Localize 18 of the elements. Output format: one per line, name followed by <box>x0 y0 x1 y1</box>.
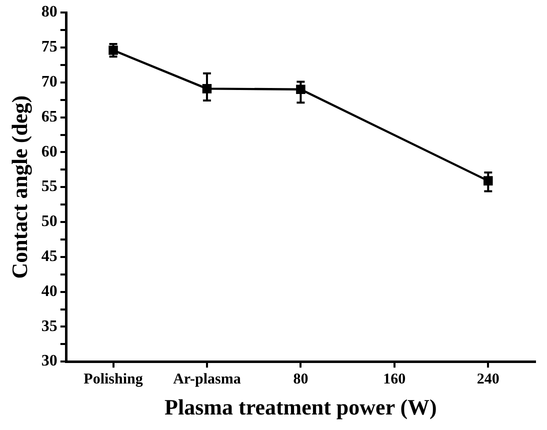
y-tick-label: 45 <box>41 248 58 266</box>
y-tick-label: 55 <box>41 178 58 196</box>
y-tick-label: 70 <box>41 74 58 91</box>
y-tick-label: 75 <box>41 38 58 56</box>
x-tick-label: 240 <box>476 371 500 388</box>
x-tick-label: 160 <box>383 371 406 388</box>
y-tick-label: 60 <box>41 143 58 160</box>
y-tick-label: 40 <box>41 282 58 300</box>
y-axis-title: Contact angle (deg) <box>6 95 32 279</box>
x-tick-label: 80 <box>293 371 308 388</box>
y-tick-label: 35 <box>41 318 58 335</box>
x-tick-label: Polishing <box>84 371 144 388</box>
x-axis-title: Plasma treatment power (W) <box>164 394 437 420</box>
y-tick-label: 30 <box>41 352 58 370</box>
y-tick-label: 50 <box>41 213 58 230</box>
y-tick-label: 65 <box>41 108 58 126</box>
y-tick-label: 80 <box>41 4 58 21</box>
x-tick-label: Ar-plasma <box>173 371 242 388</box>
